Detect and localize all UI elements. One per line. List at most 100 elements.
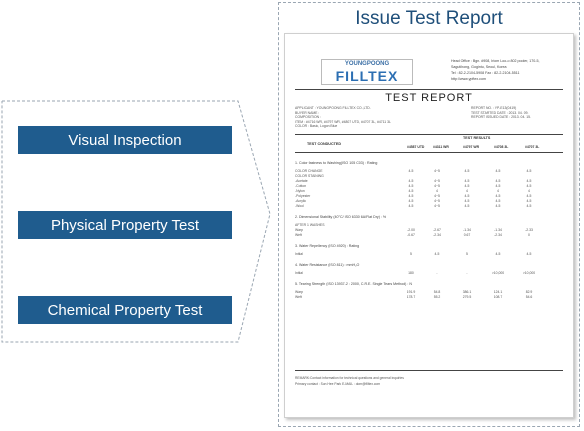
chemical-property-test-label: Chemical Property Test [47, 301, 203, 319]
test-report-document: YOUNGPOONG FILLTEX Head Office : Bgn. #9… [284, 33, 574, 418]
result-cell: 191.9 [406, 290, 416, 294]
result-cell: 4 [528, 189, 530, 193]
meta-line: COMPOSITION : [295, 115, 321, 120]
physical-property-test-button[interactable]: Physical Property Test [18, 211, 232, 239]
contact-line: Sagutihong, Gogintu, Seoul, Korea [451, 65, 507, 69]
row-label: Warp [295, 228, 303, 232]
result-cell: 4-5 [495, 194, 501, 198]
table-row: Initial 5 4-5 5 4-5 4-5 [295, 252, 563, 257]
result-cell: 82.9 [525, 290, 533, 294]
row-label: 5. Tearing Strength (ISO 13937-2 : 2000,… [295, 282, 412, 286]
result-cell: 124.1 [493, 290, 503, 294]
table-row: Warp -2.00 -2.67 -1.34 -1.34 -2.33 [295, 228, 563, 233]
result-cell: -1.34 [494, 228, 502, 232]
meta-line: TEST STARTED DATE : 2013. 04. 09. [471, 110, 529, 115]
meta-line: REPORT ISSUED DATE : 2013. 04. 15. [471, 115, 531, 120]
table-row: -Nylon 4-5 4 4 4 4 [295, 189, 563, 194]
result-cell: 4-5 [495, 204, 501, 208]
result-cell: 4-5 [526, 204, 532, 208]
result-cell: 4-5 [408, 184, 414, 188]
result-cell: 4-5 [408, 204, 414, 208]
column-header: #4708 3L [494, 145, 509, 149]
chemical-property-test-button[interactable]: Chemical Property Test [18, 296, 232, 324]
result-cell: - [466, 271, 468, 275]
result-cell: 4-5 [495, 199, 501, 203]
result-cell: 4~5 [434, 199, 440, 203]
result-cell: 5 [410, 252, 412, 256]
table-row: COLOR CHANGE 4-5 4~5 4-5 4-5 4-5 [295, 169, 563, 174]
meta-line: BUYER NAME : [295, 110, 320, 115]
column-header: #4311 WR [433, 145, 449, 149]
result-cell: 279.5 [462, 295, 472, 299]
result-cell: 178.7 [406, 295, 416, 299]
result-cell: 386.1 [462, 290, 472, 294]
column-header: #4587 UTD [407, 145, 425, 149]
result-cell: 4-5 [526, 199, 532, 203]
result-cell: 4-5 [526, 169, 532, 173]
footer-contact: Primary contact : Sun Hee Park E-MAIL : … [295, 382, 381, 386]
result-cell: -1.34 [463, 228, 471, 232]
result-cell: 4-5 [526, 179, 532, 183]
row-label: -Cotton [295, 184, 307, 188]
row-label: AFTER 1 WASHES [295, 223, 325, 227]
result-cell: 4-5 [464, 199, 470, 203]
result-cell: 4-5 [495, 184, 501, 188]
row-label: 4. Water Resistance (ISO 811) : mmH₂O [295, 263, 360, 267]
row-label: -Nylon [295, 189, 305, 193]
row-label: -Polyester [295, 194, 311, 198]
report-meta-right: REPORT NO. : YP-E13(0419) TEST STARTED D… [471, 106, 531, 120]
logo-main-text: FILLTEX [335, 68, 399, 84]
table-bottom-rule [295, 370, 563, 371]
table-row: -Polyester 4-5 4~5 4-5 4-5 4-5 [295, 194, 563, 199]
result-cell: 108.7 [493, 295, 503, 299]
report-heading: TEST REPORT [385, 92, 473, 104]
result-cell: >10,000 [491, 271, 505, 275]
meta-line: COLOR : Basic, Logon Blue [295, 124, 338, 129]
result-cell: 4~5 [434, 184, 440, 188]
result-cell: 0 [528, 233, 530, 237]
result-cell: -2.34 [433, 233, 441, 237]
contact-line: Tel : 82-2-2104-5908 Fax : 82-2-2104-551… [451, 71, 520, 75]
result-cell: 4-5 [495, 179, 501, 183]
footer-remark: REMARK:Contact information for technical… [295, 376, 404, 380]
result-cell: 180 [408, 271, 414, 275]
table-row: -Cotton 4-5 4~5 4-5 4-5 4-5 [295, 184, 563, 189]
table-row: Weft 178.7 55.2 279.5 108.7 54.6 [295, 295, 563, 300]
table-row: Weft -0.67 -2.34 0.67 -2.34 0 [295, 233, 563, 238]
row-label: -Acrylic [295, 199, 307, 203]
company-logo: YOUNGPOONG FILLTEX [321, 59, 413, 85]
result-cell: 4-5 [495, 252, 501, 256]
result-cell: 4-5 [526, 252, 532, 256]
result-cell: 54.6 [525, 295, 533, 299]
physical-property-test-label: Physical Property Test [50, 216, 200, 234]
contact-line: http://www.ypftex.com [451, 77, 486, 81]
result-cell: 4~5 [434, 179, 440, 183]
result-cell: 4 [497, 189, 499, 193]
section-heading: 1. Color fastness to Washing(ISO 105 C03… [295, 161, 563, 166]
result-cell: 4-5 [408, 199, 414, 203]
row-label: COLOR CHANGE [295, 169, 323, 173]
left-panel-frame [1, 100, 271, 343]
meta-line: ITEM : #4716 WR, #4797 WR, #4807 UTD, #4… [295, 119, 391, 124]
result-cell: 4-5 [408, 179, 414, 183]
row-label: 1. Color fastness to Washing(ISO 105 C03… [295, 161, 378, 165]
row-label: Initial [295, 271, 303, 275]
result-cell: 4-5 [464, 194, 470, 198]
result-cell: 4-5 [434, 252, 440, 256]
contact-line: Head Office : Bgn. #908, Iriom Loo-o 802… [451, 59, 540, 63]
result-cell: -0.67 [407, 233, 415, 237]
result-cell: 4-5 [464, 184, 470, 188]
result-cell: 4-5 [526, 194, 532, 198]
result-cell: 4-5 [408, 189, 414, 193]
logo-top-text: YOUNGPOONG [344, 61, 390, 67]
contact-info: Head Office : Bgn. #908, Iriom Loo-o 802… [451, 58, 539, 82]
result-cell: 4 [466, 189, 468, 193]
row-label: Weft [295, 295, 302, 299]
visual-inspection-button[interactable]: Visual Inspection [18, 126, 232, 154]
row-label: 2. Dimensional Stability (40°C/ ISO 6330… [295, 215, 387, 219]
result-cell: -2.67 [433, 228, 441, 232]
table-header-rule [295, 152, 563, 153]
result-cell: 54.8 [433, 290, 441, 294]
test-conducted-header: TEST CONDUCTED [307, 142, 342, 146]
section-heading: 3. Water Repellency (ISO 4920) : Rating [295, 244, 563, 249]
